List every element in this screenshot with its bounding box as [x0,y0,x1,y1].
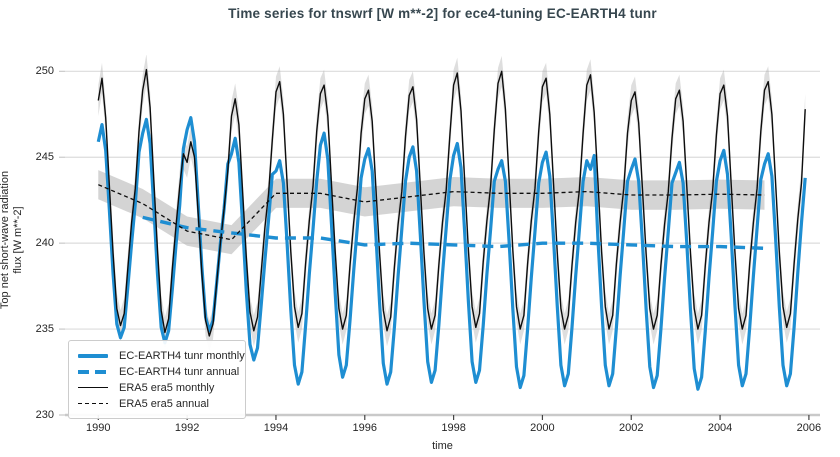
y-tick-230: 230 [35,409,54,421]
legend-label: EC-EARTH4 tunr annual [119,365,240,378]
legend-line-sample-blue-dashed [78,369,108,374]
y-tick-235: 235 [35,323,54,336]
x-tick-1996: 1996 [352,422,378,434]
legend-line-sample-black-dashed [78,402,108,405]
legend-line-sample-blue-solid [78,353,108,358]
chart-title: Time series for tnswrf [W m**-2] for ece… [228,6,657,21]
legend-row-era5-monthly: ERA5 era5 monthly [78,380,236,395]
x-tick-2002: 2002 [619,422,644,434]
x-tick-1992: 1992 [174,422,200,434]
y-tick-240: 240 [35,237,54,250]
legend-row-ec-annual: EC-EARTH4 tunr annual [78,364,240,379]
x-tick-1994: 1994 [263,422,289,434]
x-tick-2004: 2004 [707,422,733,434]
legend-row-era5-annual: ERA5 era5 annual [78,396,236,411]
y-tick-250: 250 [35,65,54,78]
legend-label: EC-EARTH4 tunr monthly [119,349,245,362]
x-tick-1998: 1998 [441,422,466,434]
legend-box: EC-EARTH4 tunr monthly EC-EARTH4 tunr an… [68,340,246,419]
legend-line-sample-black-solid [78,386,108,389]
legend-label: ERA5 era5 monthly [119,381,215,394]
x-axis-label: time [432,440,453,452]
x-tick-2000: 2000 [530,422,555,434]
legend-row-ec-monthly: EC-EARTH4 tunr monthly [78,348,245,363]
x-tick-1990: 1990 [86,422,111,434]
x-tick-2006: 2006 [796,422,822,434]
legend-label: ERA5 era5 annual [119,397,209,410]
y-tick-245: 245 [35,151,54,164]
